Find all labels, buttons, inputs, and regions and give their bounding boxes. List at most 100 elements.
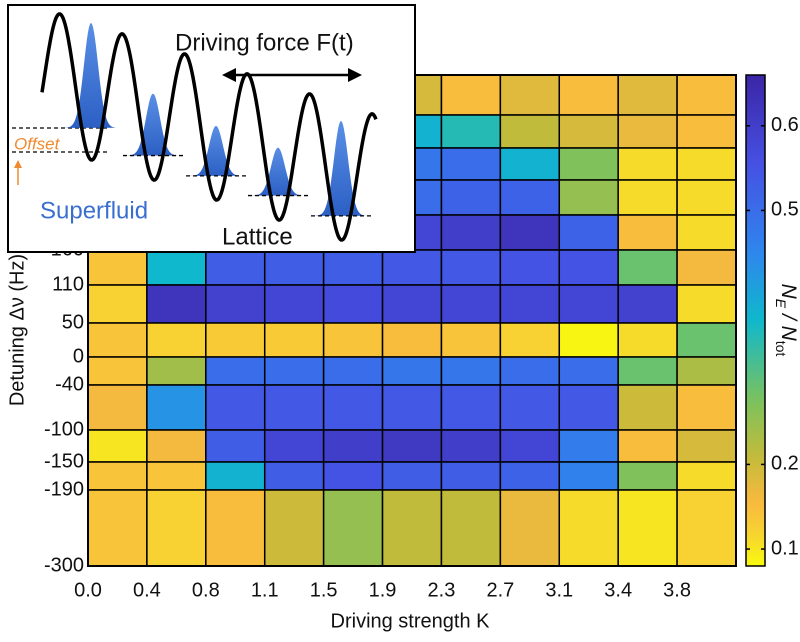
x-tick-label: 0.0	[74, 579, 102, 601]
cell	[558, 147, 619, 181]
x-tick-label: 3.8	[663, 579, 691, 601]
y-tick-label: -190	[44, 478, 84, 500]
cell	[676, 356, 737, 386]
cell	[205, 284, 266, 324]
cell	[440, 461, 502, 491]
superfluid-peak	[252, 147, 304, 196]
cell	[205, 356, 266, 386]
cell	[146, 322, 207, 358]
cell	[499, 147, 561, 181]
cell	[558, 114, 619, 149]
cell	[205, 489, 266, 567]
cell	[440, 179, 502, 216]
force-label: Driving force F(t)	[175, 29, 354, 56]
force-arrowheads	[222, 68, 362, 82]
cell	[440, 74, 502, 116]
x-tick-label: 0.8	[192, 579, 220, 601]
y-tick-label: 50	[62, 311, 84, 333]
cell	[381, 284, 443, 324]
cell	[676, 74, 737, 116]
cell	[146, 384, 207, 431]
cell	[440, 322, 502, 358]
cell	[676, 489, 737, 567]
y-tick-label: 0	[73, 345, 84, 367]
cell	[617, 284, 678, 324]
colorbar	[745, 74, 766, 567]
colorbar-label-part: / N	[777, 308, 800, 342]
cell	[617, 461, 678, 491]
cell	[499, 489, 561, 567]
cell	[205, 322, 266, 358]
cell	[322, 356, 384, 386]
x-tick-label: 1.9	[369, 579, 397, 601]
cell	[381, 429, 443, 463]
cell	[381, 461, 443, 491]
cell	[322, 322, 384, 358]
cell	[617, 214, 678, 251]
cell	[499, 384, 561, 431]
y-tick-label: -150	[44, 450, 84, 472]
cell	[381, 322, 443, 358]
cell	[205, 249, 266, 286]
cell	[617, 489, 678, 567]
cell	[322, 384, 384, 431]
x-tick-label: 1.1	[251, 579, 279, 601]
cell	[146, 284, 207, 324]
cell	[205, 429, 266, 463]
inset-art	[12, 12, 378, 242]
colorbar-label-part: N	[777, 284, 800, 300]
x-tick-label: 3.4	[604, 579, 632, 601]
x-tick-label: 2.3	[428, 579, 456, 601]
cell	[558, 429, 619, 463]
cell	[499, 461, 561, 491]
cell	[558, 461, 619, 491]
cell	[558, 249, 619, 286]
y-tick-label: -100	[44, 418, 84, 440]
cell	[87, 322, 148, 358]
lattice-label: Lattice	[222, 223, 293, 250]
cell	[322, 489, 384, 567]
cell	[440, 249, 502, 286]
cell	[676, 429, 737, 463]
cell	[87, 489, 148, 567]
x-axis-label: Driving strength K	[331, 610, 491, 632]
cell	[558, 384, 619, 431]
cell	[146, 489, 207, 567]
superfluid-peak	[315, 120, 367, 216]
cell	[617, 384, 678, 431]
cell	[263, 489, 325, 567]
cell	[617, 322, 678, 358]
cell	[440, 147, 502, 181]
y-tick-label: -40	[55, 373, 84, 395]
cell	[322, 249, 384, 286]
cell	[263, 384, 325, 431]
cell	[263, 322, 325, 358]
cell	[440, 214, 502, 251]
cell	[381, 356, 443, 386]
cell	[146, 249, 207, 286]
x-tick-label: 3.1	[545, 579, 573, 601]
cell	[499, 284, 561, 324]
cell	[263, 284, 325, 324]
superfluid-peak	[65, 22, 117, 128]
colorbar-label-part: E	[773, 299, 789, 309]
x-tick-label: 0.4	[133, 579, 161, 601]
cell	[499, 249, 561, 286]
x-tick-label: 1.5	[310, 579, 338, 601]
cell	[499, 356, 561, 386]
colorbar-tick-label: 0.1	[771, 537, 799, 559]
cell	[617, 429, 678, 463]
cell	[440, 429, 502, 463]
cell	[87, 384, 148, 431]
cell	[499, 214, 561, 251]
y-tick-label: 110	[52, 273, 84, 295]
cell	[499, 322, 561, 358]
cell	[87, 429, 148, 463]
cell	[499, 114, 561, 149]
superfluid-peak	[127, 93, 179, 156]
superfluid-peak	[190, 125, 242, 176]
cell	[558, 284, 619, 324]
cell	[440, 384, 502, 431]
cell	[146, 461, 207, 491]
